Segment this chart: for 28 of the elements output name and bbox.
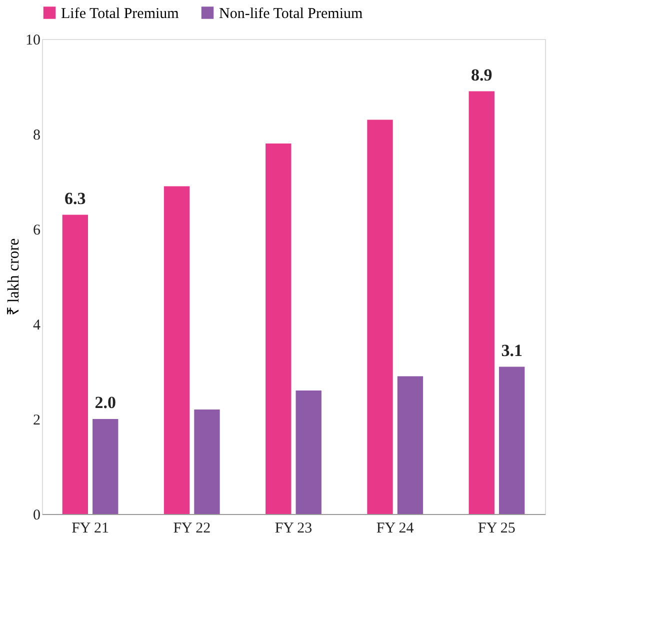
data-label: 3.1: [501, 340, 522, 360]
y-tick-label: 0: [33, 508, 40, 524]
bar: [468, 91, 494, 514]
bar: [92, 419, 118, 514]
bar: [62, 214, 88, 514]
data-label: 2.0: [94, 393, 116, 412]
x-tick-label: FY 23: [274, 520, 312, 536]
x-tick-label: FY 24: [376, 520, 414, 536]
legend-label: Non-life Total Premium: [219, 6, 363, 22]
bar: [499, 366, 525, 514]
y-tick-label: 2: [33, 412, 40, 428]
bar: [164, 186, 190, 514]
y-tick-label: 10: [26, 32, 40, 48]
y-tick-label: 4: [33, 318, 41, 334]
y-tick-label: 6: [33, 222, 41, 238]
data-label: 6.3: [64, 188, 86, 208]
legend-label: Life Total Premium: [61, 6, 180, 22]
bar: [194, 410, 220, 514]
x-tick-label: FY 21: [72, 520, 109, 536]
y-tick-label: 8: [33, 128, 40, 144]
bar: [266, 144, 292, 514]
y-axis-title: ₹ lakh crore: [6, 238, 22, 316]
data-label: 8.9: [471, 65, 492, 84]
x-tick-label: FY 22: [173, 520, 211, 536]
x-tick-label: FY 25: [478, 520, 516, 536]
bar: [296, 390, 322, 514]
bar: [367, 120, 393, 514]
bar: [397, 376, 424, 514]
